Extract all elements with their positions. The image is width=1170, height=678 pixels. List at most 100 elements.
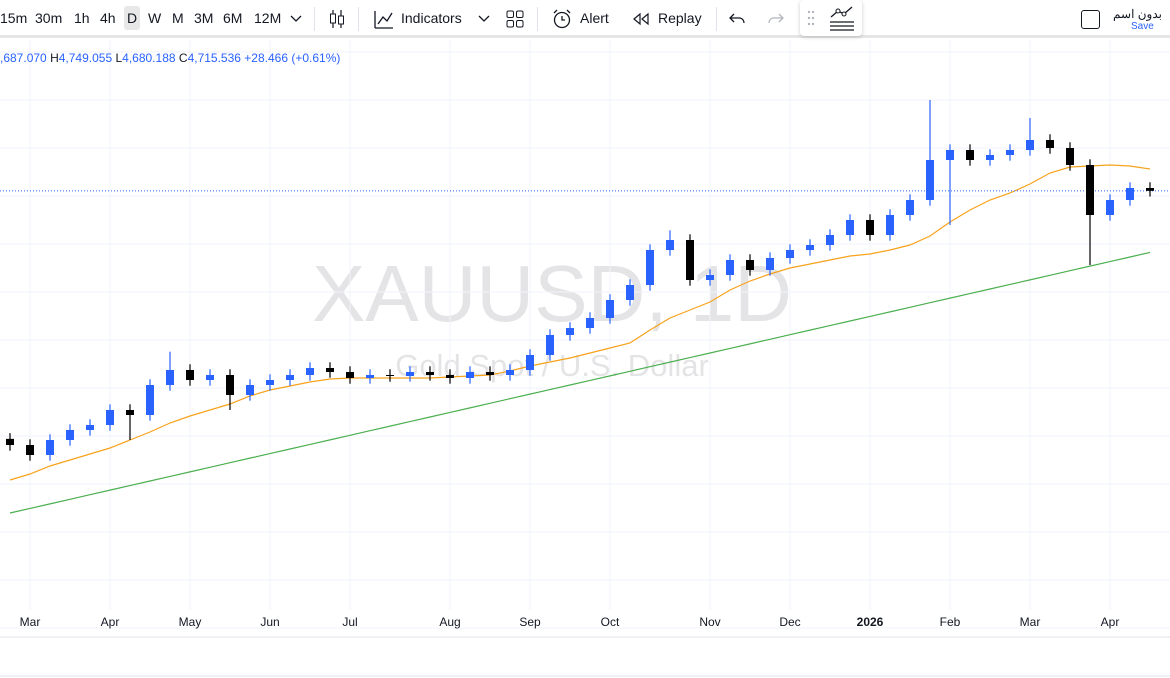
close-label: C xyxy=(178,51,188,65)
toolbar: 15m 30m 1h 4h D W M 3M 6M 12M Indicators… xyxy=(0,0,1170,38)
layout-name[interactable]: بدون اسم xyxy=(1113,7,1162,21)
separator xyxy=(314,7,315,31)
chart-type-button[interactable] xyxy=(327,8,347,30)
candle-body xyxy=(626,285,634,300)
layouts-button[interactable] xyxy=(506,10,524,28)
candle-body xyxy=(546,335,554,355)
interval[interactable]: 30m xyxy=(35,10,63,26)
indicators-button[interactable]: Indicators xyxy=(401,10,462,26)
x-tick-label: Oct xyxy=(601,615,620,629)
candle-body xyxy=(926,160,934,200)
interval-selected[interactable]: D xyxy=(124,6,141,30)
interval[interactable]: M xyxy=(172,10,184,26)
candle-body xyxy=(946,150,954,160)
candle-body xyxy=(746,260,754,270)
candle-body xyxy=(566,328,574,335)
layout-checkbox[interactable] xyxy=(1081,10,1100,29)
candle-body xyxy=(986,155,994,160)
candle-body xyxy=(166,370,174,385)
x-tick-label: Aug xyxy=(439,615,460,629)
interval[interactable]: W xyxy=(148,10,162,26)
candle-body xyxy=(26,445,34,455)
separator xyxy=(358,7,359,31)
candle-body xyxy=(1066,148,1074,165)
drawing-icon xyxy=(807,6,854,31)
candle-body xyxy=(146,385,154,415)
candle-body xyxy=(846,220,854,235)
candle-body xyxy=(486,372,494,375)
drawing-toolbar-toggle[interactable] xyxy=(800,0,862,36)
high-value: 4,749.055 xyxy=(58,51,113,65)
interval-dropdown[interactable] xyxy=(290,14,302,24)
x-tick-label: 2026 xyxy=(857,615,884,629)
candle-body xyxy=(346,372,354,378)
alert-icon[interactable] xyxy=(551,8,573,30)
candle-body xyxy=(326,368,334,372)
candle-body xyxy=(46,440,54,455)
interval[interactable]: 12M xyxy=(254,10,282,26)
interval[interactable]: 3M xyxy=(194,10,214,26)
change-value: +28.466 (+0.61%) xyxy=(244,51,341,65)
open-value: ,687.070 xyxy=(0,51,47,65)
redo-button[interactable] xyxy=(766,12,784,26)
separator xyxy=(716,7,717,31)
moving-average-line xyxy=(9,164,1151,481)
candle-body xyxy=(1086,165,1094,215)
candle-body xyxy=(666,240,674,250)
candle-body xyxy=(386,375,394,376)
candle-body xyxy=(446,375,454,378)
candle-body xyxy=(606,300,614,318)
candle-body xyxy=(66,430,74,440)
x-tick-label: Apr xyxy=(101,615,120,629)
moving-average-line xyxy=(9,251,1151,514)
x-tick-label: Jul xyxy=(342,615,357,629)
candle-body xyxy=(866,220,874,235)
candle-body xyxy=(706,275,714,280)
candle-body xyxy=(726,260,734,275)
separator xyxy=(537,7,538,31)
save-button[interactable]: Save xyxy=(1131,21,1154,32)
candle-body xyxy=(1006,150,1014,155)
interval[interactable]: 4h xyxy=(100,10,116,26)
interval[interactable]: 6M xyxy=(223,10,243,26)
candle-body xyxy=(826,235,834,245)
replay-button[interactable]: Replay xyxy=(658,10,702,26)
watermark-symbol: XAUUSD, 1D xyxy=(312,249,792,338)
x-tick-label: Apr xyxy=(1101,615,1120,629)
candle-body xyxy=(426,372,434,375)
x-tick-label: Mar xyxy=(20,615,41,629)
indicators-icon[interactable] xyxy=(373,8,395,30)
close-value: 4,715.536 xyxy=(187,51,241,65)
x-tick-label: Mar xyxy=(1020,615,1041,629)
candle-body xyxy=(886,215,894,235)
candle-body xyxy=(186,370,194,380)
interval[interactable]: 1h xyxy=(74,10,90,26)
x-tick-label: Sep xyxy=(519,615,541,629)
candle-body xyxy=(586,318,594,328)
candle-body xyxy=(906,200,914,215)
candle-body xyxy=(1146,188,1154,191)
candle-body xyxy=(1106,200,1114,215)
candle-body xyxy=(226,375,234,395)
alert-button[interactable]: Alert xyxy=(580,10,609,26)
replay-icon[interactable] xyxy=(632,12,650,26)
candle-body xyxy=(1126,188,1134,200)
undo-button[interactable] xyxy=(729,12,747,26)
candle-body xyxy=(86,425,94,430)
x-tick-label: Feb xyxy=(940,615,961,629)
candle-body xyxy=(1046,140,1054,148)
x-tick-label: Dec xyxy=(779,615,800,629)
candle-body xyxy=(366,375,374,378)
candle-body xyxy=(266,380,274,385)
candle-body xyxy=(646,250,654,285)
indicators-dropdown[interactable] xyxy=(478,14,490,24)
candle-body xyxy=(206,375,214,380)
interval[interactable]: 15m xyxy=(0,10,28,26)
candle-body xyxy=(806,245,814,250)
candle-body xyxy=(246,385,254,395)
candle-body xyxy=(1026,140,1034,150)
x-tick-label: Nov xyxy=(699,615,720,629)
candle-body xyxy=(106,410,114,425)
candle-body xyxy=(406,372,414,376)
